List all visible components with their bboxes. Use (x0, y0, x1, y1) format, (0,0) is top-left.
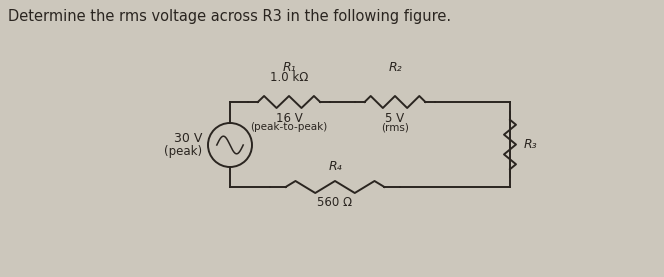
Text: (peak): (peak) (164, 145, 202, 158)
Text: (rms): (rms) (381, 122, 409, 132)
Text: R₃: R₃ (524, 138, 538, 151)
Text: 5 V: 5 V (385, 112, 404, 125)
Text: 560 Ω: 560 Ω (317, 196, 353, 209)
Text: 30 V: 30 V (173, 132, 202, 145)
Text: Determine the rms voltage across R3 in the following figure.: Determine the rms voltage across R3 in t… (8, 9, 451, 24)
Text: 16 V: 16 V (276, 112, 302, 125)
Text: (peak-to-peak): (peak-to-peak) (250, 122, 327, 132)
Text: 1.0 kΩ: 1.0 kΩ (270, 71, 308, 84)
Text: R₄: R₄ (328, 160, 342, 173)
Text: R₁: R₁ (282, 61, 296, 74)
Text: R₂: R₂ (388, 61, 402, 74)
